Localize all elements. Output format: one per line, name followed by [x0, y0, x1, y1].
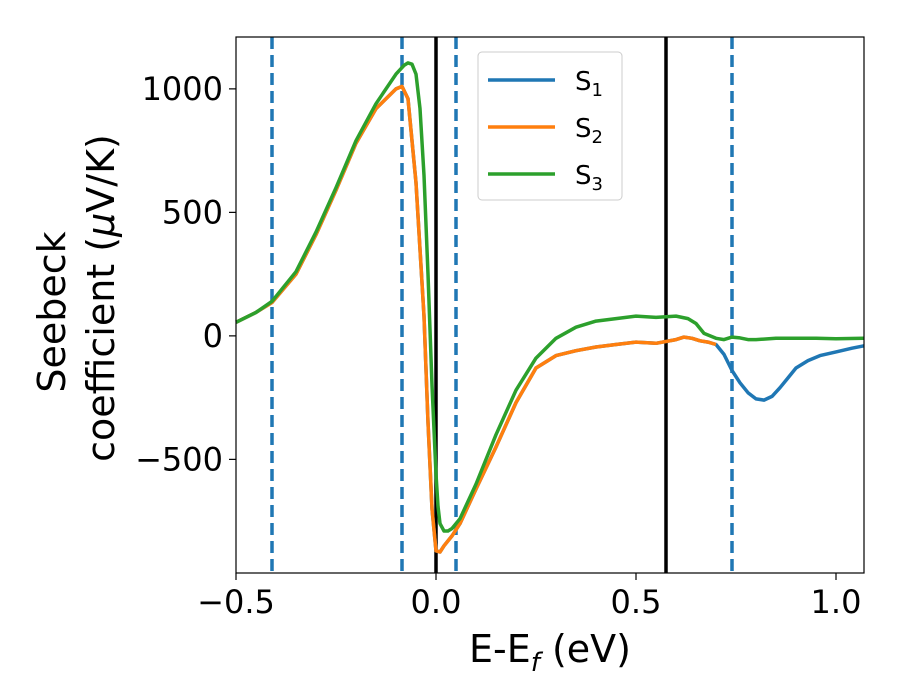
- y-tick-label: −500: [135, 440, 223, 478]
- x-tick-label: 0.5: [611, 583, 662, 621]
- x-tick-label: −0.5: [197, 583, 275, 621]
- y-axis-title-line1: Seebeck: [30, 231, 74, 392]
- y-tick-label: 1000: [142, 70, 223, 108]
- y-axis-title-line2: coefficient (μV/K): [79, 134, 123, 462]
- legend: S1 S2 S3: [477, 51, 623, 201]
- y-tick-label: 500: [162, 193, 223, 231]
- x-axis-title: E-Ef (eV): [469, 627, 631, 678]
- legend-label-s1: S1: [575, 67, 603, 101]
- series-line-s3: [235, 61, 865, 533]
- legend-label-s3: S3: [575, 161, 603, 195]
- x-tick-label: 0.0: [411, 583, 462, 621]
- y-tick-label: 0: [203, 317, 223, 355]
- x-tick-label: 1.0: [811, 583, 862, 621]
- plot-frame: [235, 36, 865, 574]
- legend-label-s2: S2: [575, 114, 603, 148]
